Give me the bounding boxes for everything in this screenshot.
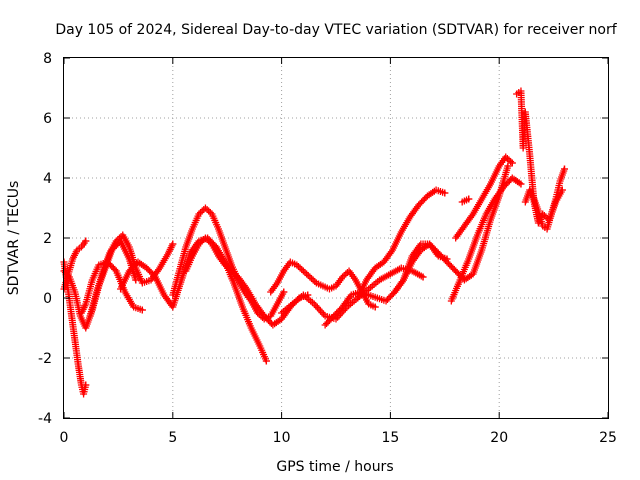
data-point [339, 273, 347, 281]
data-point [224, 264, 232, 272]
data-point [138, 306, 146, 314]
y-tick-label: 2 [43, 231, 52, 247]
data-point [303, 270, 311, 278]
data-point [293, 261, 301, 269]
chart-title: Day 105 of 2024, Sidereal Day-to-day VTE… [55, 22, 617, 38]
y-tick-label: 4 [43, 171, 52, 187]
data-point [502, 153, 510, 161]
data-point [114, 236, 122, 243]
data-point [195, 210, 203, 218]
data-point [82, 237, 90, 245]
series-track-15 [452, 153, 516, 242]
data-point [371, 303, 379, 311]
series-track-14 [447, 174, 525, 305]
data-point [197, 209, 205, 216]
y-axis-label: SDTVAR / TECUs [6, 181, 22, 296]
y-tick-label: -2 [38, 351, 52, 367]
data-layer [60, 87, 568, 398]
data-point [231, 270, 239, 278]
data-point [205, 207, 213, 215]
data-point [301, 269, 309, 276]
data-point [111, 266, 119, 273]
x-tick-label: 0 [60, 430, 69, 446]
series-track-13 [391, 162, 512, 296]
data-point [201, 234, 209, 242]
data-point [195, 240, 203, 248]
data-point [132, 276, 140, 284]
data-point [311, 278, 319, 285]
data-point [229, 269, 237, 276]
data-point [309, 276, 317, 284]
data-point [112, 237, 120, 245]
x-axis-label: GPS time / hours [276, 459, 393, 475]
x-tick-label: 20 [490, 430, 508, 446]
series-track-18 [521, 165, 568, 233]
data-point [64, 272, 72, 279]
data-point [294, 263, 302, 270]
data-point [304, 272, 312, 279]
data-point [342, 270, 350, 278]
y-tick-label: -4 [38, 411, 52, 427]
data-point [508, 159, 516, 167]
data-point [517, 180, 525, 188]
data-point [226, 266, 234, 273]
data-point [203, 206, 211, 213]
x-tick-label: 5 [168, 430, 177, 446]
data-point [205, 237, 213, 245]
y-tick-label: 6 [43, 111, 52, 127]
data-point [505, 156, 513, 164]
data-point [298, 266, 306, 273]
plot-frame [63, 57, 609, 419]
data-point [280, 288, 288, 296]
data-point [560, 165, 568, 173]
series-track-17 [513, 87, 566, 227]
y-tick-label: 8 [43, 51, 52, 67]
series-track-12 [354, 186, 449, 302]
data-point [221, 261, 229, 269]
data-point [503, 155, 511, 162]
x-tick-label: 15 [381, 430, 399, 446]
series-track-16 [458, 195, 473, 206]
x-tick-label: 25 [599, 430, 617, 446]
x-tick-label: 10 [273, 430, 291, 446]
grid-layer [64, 58, 608, 418]
data-point [203, 236, 211, 243]
tick-layer: 0 5 10 15 20 25 -4 -2 0 2 4 6 8 [38, 51, 617, 446]
data-point [197, 239, 205, 246]
data-point [228, 267, 236, 275]
data-point [419, 273, 427, 281]
data-point [82, 381, 90, 389]
data-point [223, 263, 231, 270]
series-track-6 [117, 234, 270, 365]
data-point [299, 267, 307, 275]
y-tick-label: 0 [43, 291, 52, 307]
data-point [198, 237, 206, 245]
data-point [308, 275, 316, 282]
data-point [465, 195, 473, 203]
data-point [504, 162, 512, 170]
data-point [198, 207, 206, 215]
data-point [169, 240, 177, 248]
data-point [441, 189, 449, 197]
data-point [115, 234, 123, 242]
data-point [340, 272, 348, 279]
data-point [262, 357, 270, 365]
data-point [201, 204, 209, 212]
data-point [296, 264, 304, 272]
data-point [507, 158, 515, 165]
data-point [206, 209, 214, 216]
data-point [306, 273, 314, 281]
